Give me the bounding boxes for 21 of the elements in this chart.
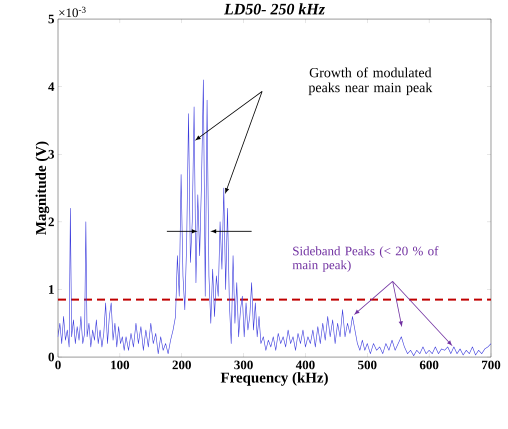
x-tick-label: 700 (482, 360, 500, 370)
y-axis-title: Magnitude (V) (36, 142, 50, 235)
line-series (58, 80, 492, 356)
y-tick-label: 2 (48, 218, 54, 226)
x-tick-label: 100 (111, 360, 130, 370)
y-tick-label: 5 (48, 14, 54, 24)
y-tick-label: 1 (49, 285, 54, 294)
x-tick-label: 500 (358, 360, 377, 370)
y-tick-label: 3 (48, 150, 54, 159)
x-axis-title: Frequency (kHz) (220, 372, 328, 386)
y-tick-label: 4 (48, 82, 54, 91)
x-tick-label: 200 (172, 360, 191, 370)
x-tick-label: 300 (234, 360, 253, 370)
x-tick-label: 0 (55, 360, 61, 370)
chart-title: LD50- 250 kHz (224, 3, 325, 15)
text: ×10$^{-3}$ (59, 6, 86, 18)
y-tick-label: 0 (48, 352, 54, 362)
annotation: Sideband Peaks (< 20 % of main peak) (292, 246, 438, 272)
x-tick-label: 400 (296, 360, 315, 370)
x-tick-label: 600 (420, 360, 438, 370)
annotation: Growth of modulated peaks near main peak (308, 67, 432, 96)
